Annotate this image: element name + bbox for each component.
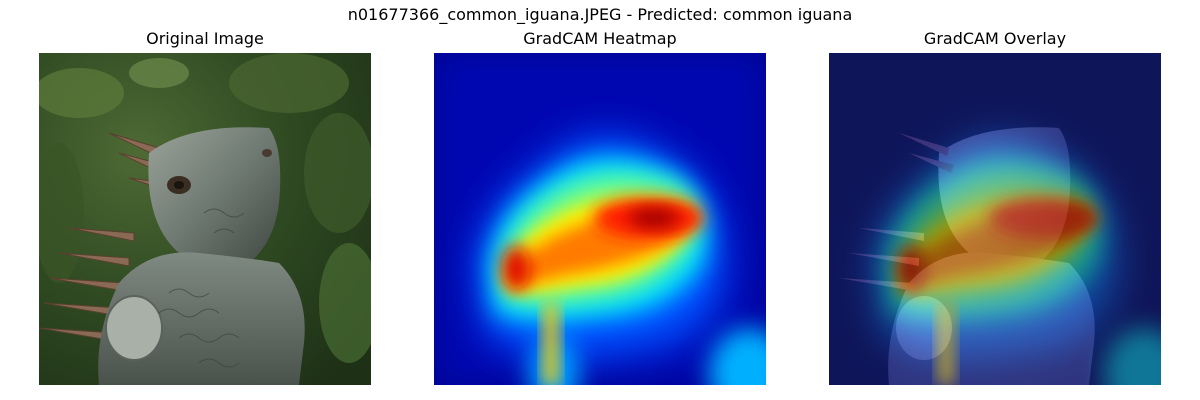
overlay-title: GradCAM Overlay	[923, 29, 1067, 48]
figure-suptitle: n01677366_common_iguana.JPEG - Predicted…	[347, 5, 853, 24]
original-image-title: Original Image	[146, 29, 264, 48]
heatmap-title: GradCAM Heatmap	[523, 29, 677, 48]
original-image	[39, 53, 371, 385]
gradcam-overlay	[829, 53, 1161, 385]
gradcam-heatmap	[434, 53, 766, 385]
